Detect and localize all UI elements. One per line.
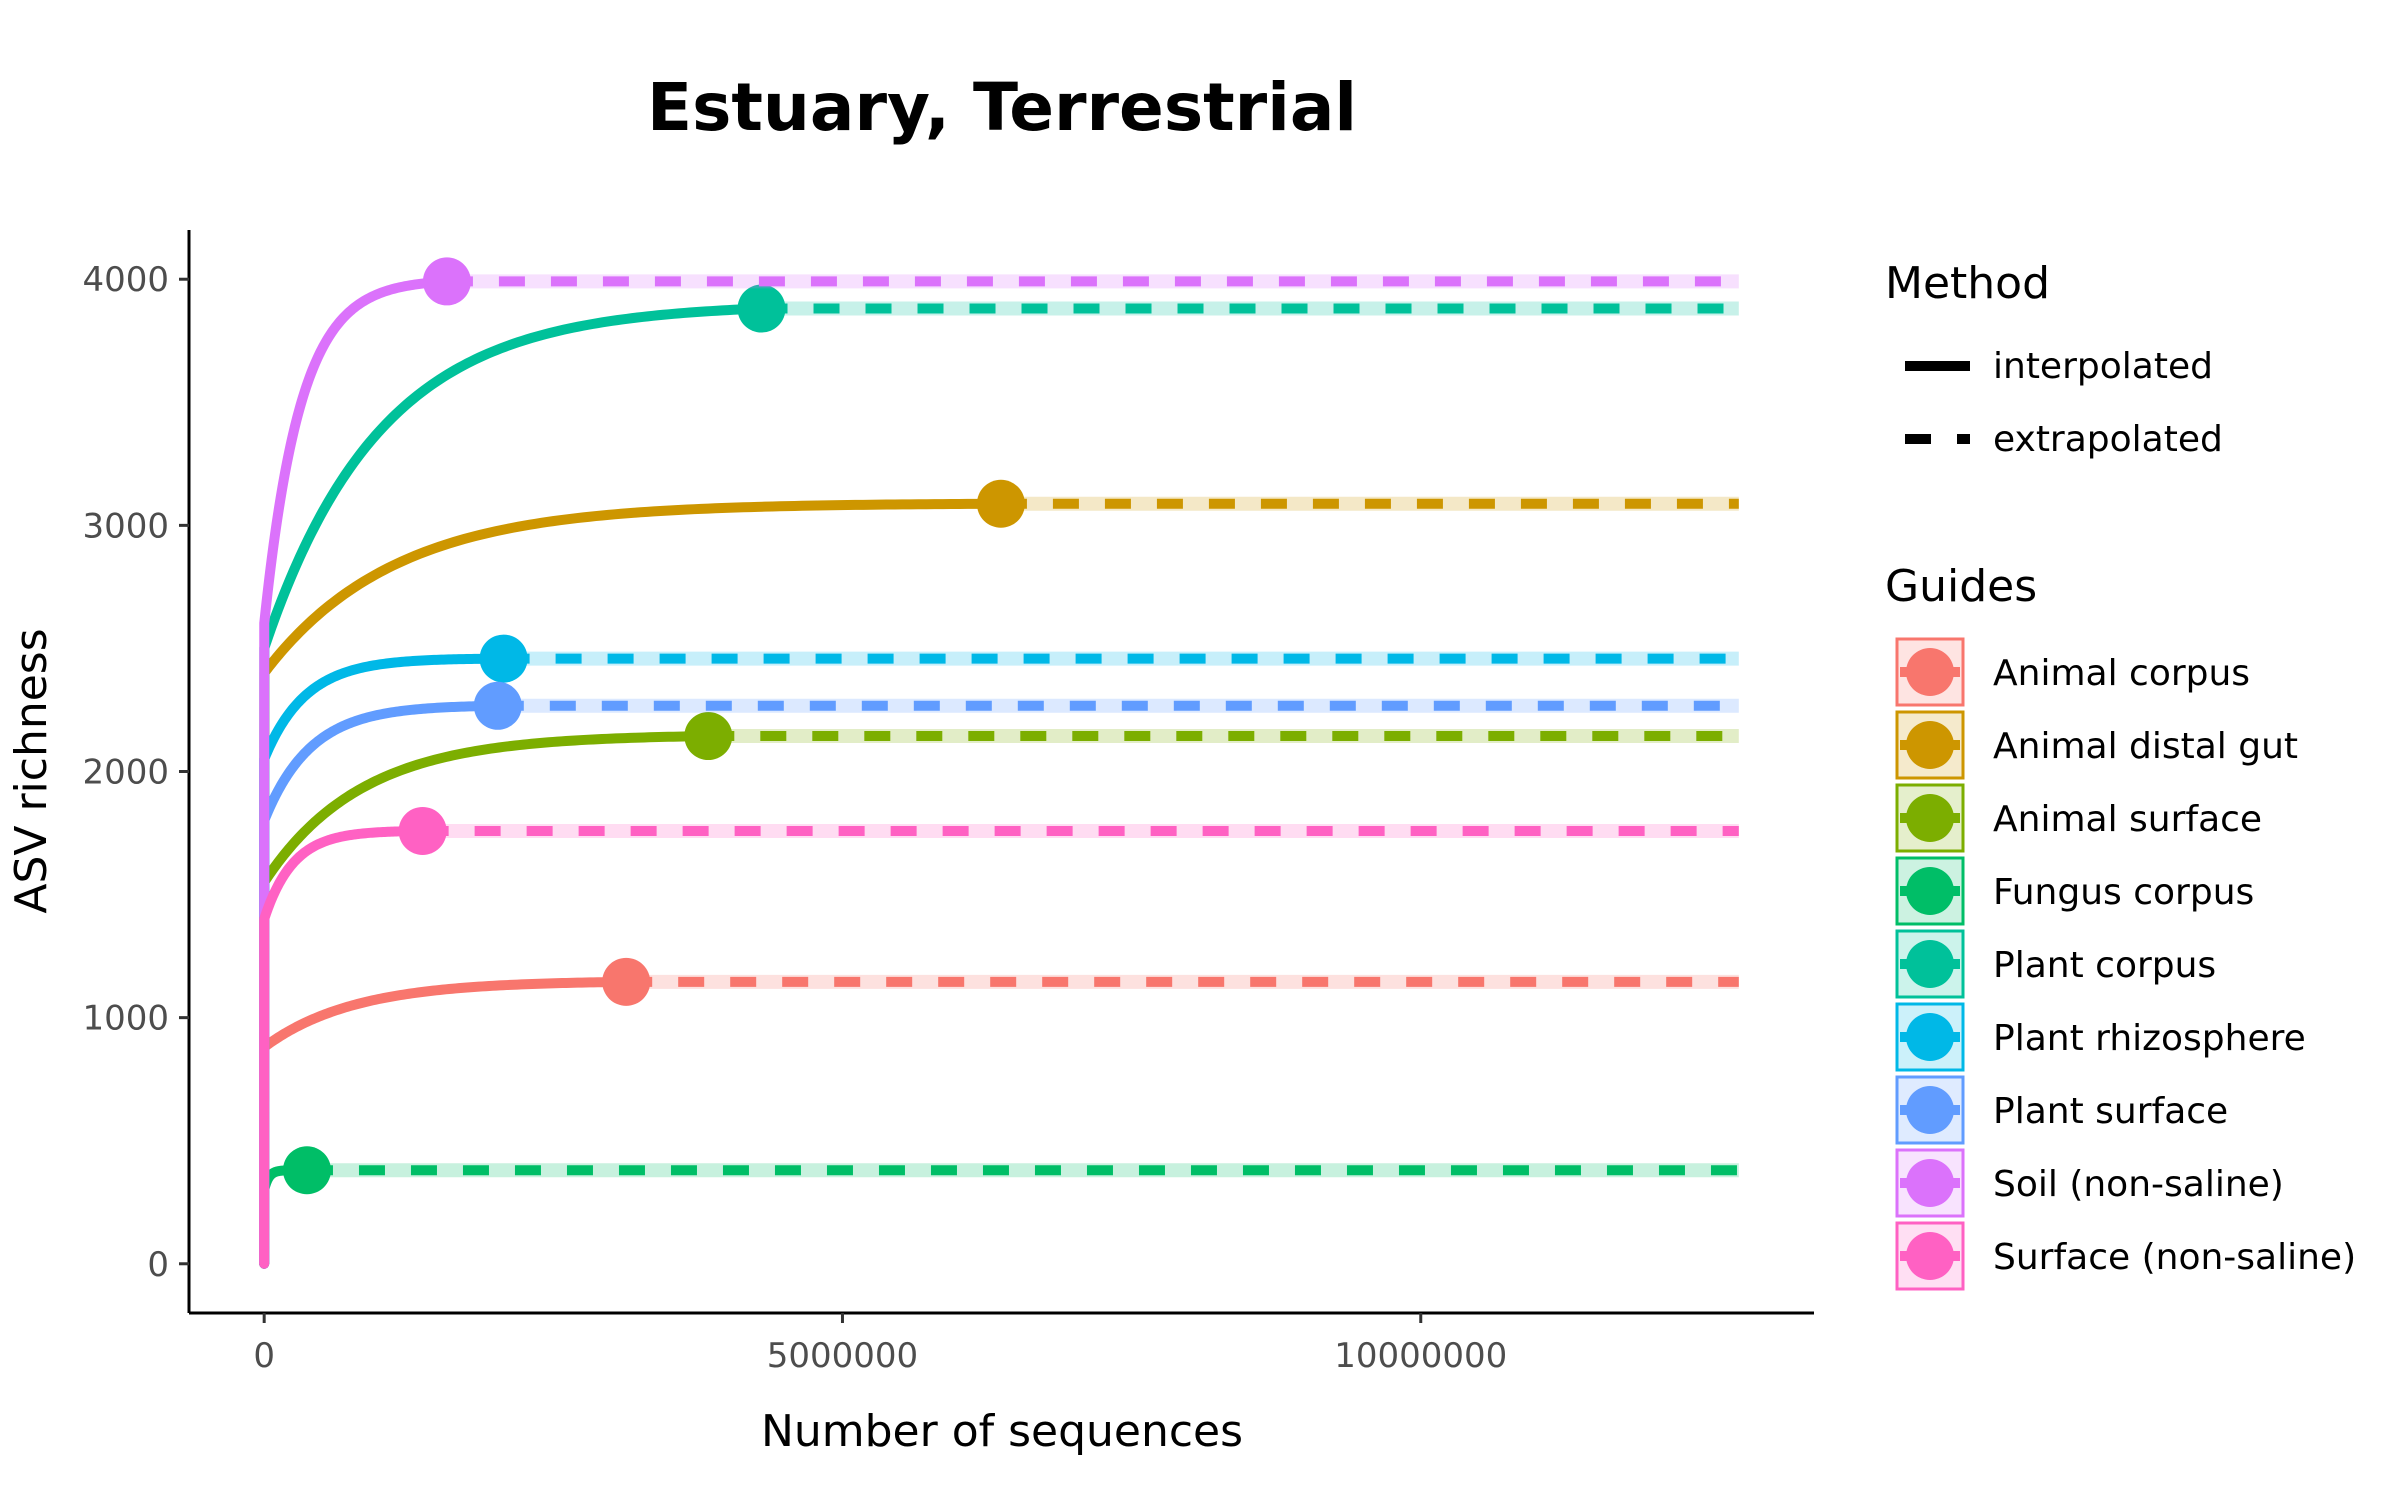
y-tick-label: 4000 — [82, 260, 169, 300]
legend-guide-animal-distal-gut: Animal distal gut — [1895, 710, 2298, 780]
legend-guides: Animal corpus Animal distal gut Animal sur… — [1895, 637, 2356, 1291]
x-tick-label: 0 — [253, 1336, 275, 1376]
legend-method-label: extrapolated — [1993, 419, 2223, 460]
series-soil-non-saline-interpolated — [259, 276, 452, 1269]
series-plant-surface-interpolated — [259, 700, 503, 1269]
series-animal-surface-interpolated — [259, 731, 714, 1269]
legend-guide-point — [1906, 648, 1954, 696]
legend-guide-surface-non-saline: Surface (non-saline) — [1895, 1221, 2356, 1291]
series-plant-corpus-observed-point — [737, 284, 786, 333]
legend-guide-point — [1906, 1159, 1954, 1207]
series-surface-non-saline-interpolated — [259, 825, 428, 1269]
series-fungus-corpus-observed-point — [282, 1146, 331, 1195]
legend-guide-plant-surface: Plant surface — [1895, 1075, 2228, 1145]
series-plant-corpus-interpolated — [259, 303, 767, 1269]
legend-guide-label: Plant corpus — [1993, 945, 2216, 986]
series-animal-corpus-observed-point — [602, 957, 651, 1006]
legend-methods: interpolated extrapolated — [1905, 346, 2223, 460]
legend-guide-plant-rhizosphere: Plant rhizosphere — [1895, 1002, 2306, 1072]
legend-guide-label: Animal surface — [1993, 799, 2262, 840]
legend-guide-label: Animal distal gut — [1993, 726, 2298, 767]
legend-method-label: interpolated — [1993, 346, 2213, 387]
legend-guide-plant-corpus: Plant corpus — [1895, 929, 2216, 999]
y-tick-label: 2000 — [82, 753, 169, 793]
y-tick-label: 1000 — [82, 999, 169, 1039]
legend-guide-label: Surface (non-saline) — [1993, 1237, 2356, 1278]
legend-guide-label: Animal corpus — [1993, 653, 2250, 694]
y-tick-label: 0 — [147, 1245, 169, 1285]
series-plant-rhizosphere-observed-point — [479, 634, 528, 683]
legend-guide-point — [1906, 1013, 1954, 1061]
legend-method-title: Method — [1885, 258, 2050, 309]
x-axis-title: Number of sequences — [761, 1406, 1243, 1457]
x-tick-label: 5000000 — [767, 1336, 918, 1376]
legend-guide-animal-surface: Animal surface — [1895, 783, 2262, 853]
y-axis-title: ASV richness — [6, 628, 57, 913]
x-tick-label: 10000000 — [1334, 1336, 1507, 1376]
series-animal-corpus-interpolated — [259, 976, 632, 1269]
legend-guide-point — [1906, 1232, 1954, 1280]
series-surface-non-saline-observed-point — [398, 806, 447, 855]
series-animal-distal-gut-interpolated — [259, 498, 1006, 1269]
legend-guide-soil-non-saline: Soil (non-saline) — [1895, 1148, 2284, 1218]
legend-guide-point — [1906, 794, 1954, 842]
legend-guide-fungus-corpus: Fungus corpus — [1895, 856, 2254, 926]
legend-guide-point — [1906, 867, 1954, 915]
legend-guide-label: Soil (non-saline) — [1993, 1164, 2284, 1205]
y-tick-label: 3000 — [82, 506, 169, 546]
y-ticks: 0 1000 2000 3000 4000 — [82, 260, 189, 1285]
chart-title: Estuary, Terrestrial — [647, 69, 1357, 146]
series-animal-distal-gut-observed-point — [976, 479, 1025, 528]
legend-guide-label: Fungus corpus — [1993, 872, 2254, 913]
legend-guide-point — [1906, 940, 1954, 988]
legend-guide-label: Plant rhizosphere — [1993, 1018, 2306, 1059]
series-animal-surface-observed-point — [684, 712, 733, 761]
x-ticks: 0 5000000 10000000 — [253, 1313, 1507, 1376]
legend-guide-point — [1906, 1086, 1954, 1134]
plot-area — [259, 257, 1739, 1269]
series-plant-rhizosphere-interpolated — [259, 653, 509, 1269]
series-soil-non-saline-observed-point — [422, 257, 471, 306]
series-plant-surface-observed-point — [473, 681, 522, 730]
legend-guide-animal-corpus: Animal corpus — [1895, 637, 2250, 707]
legend: Method interpolated extrapolated Guides A… — [1885, 258, 2356, 1291]
legend-guide-label: Plant surface — [1993, 1091, 2228, 1132]
legend-guides-title: Guides — [1885, 561, 2037, 612]
legend-guide-point — [1906, 721, 1954, 769]
